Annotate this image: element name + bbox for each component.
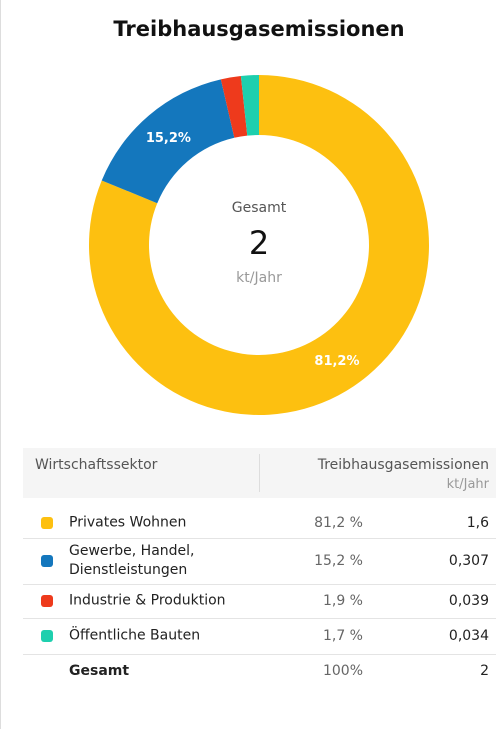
- center-label: Gesamt: [232, 200, 287, 216]
- slice: [220, 75, 248, 138]
- amount: 1,6: [466, 515, 489, 531]
- legend-swatch: [41, 517, 53, 529]
- slice-label: 15,2%: [146, 131, 191, 146]
- sector-name: Öffentliche Bauten: [69, 627, 201, 644]
- slice: [240, 75, 259, 136]
- amount: 0,034: [448, 628, 489, 644]
- table-row: Industrie & Produktion 1,9 % 0,039: [23, 584, 496, 619]
- sector-name: Gewerbe, Handel, Dienstleistungen: [69, 543, 195, 578]
- table-row: Öffentliche Bauten 1,7 % 0,034: [23, 618, 496, 655]
- center-unit: kt/Jahr: [236, 270, 282, 286]
- share: 1,7 %: [322, 628, 363, 644]
- header-emissions: Treibhausgasemissionen: [317, 457, 489, 473]
- chart: Treibhausgasemissionen Gesamt 2 kt/Jahr …: [89, 17, 430, 416]
- amount: 0,039: [448, 593, 489, 609]
- total-label: Gesamt: [69, 663, 130, 679]
- total-row: Gesamt 100% 2: [23, 654, 496, 688]
- slice: [101, 79, 235, 204]
- header-divider: [259, 454, 260, 492]
- legend-swatch: [41, 555, 53, 567]
- share: 81,2 %: [314, 515, 363, 531]
- legend-swatch: [41, 595, 53, 607]
- center-value: 2: [249, 224, 269, 262]
- sector-name: Privates Wohnen: [69, 514, 187, 531]
- table-row: Privates Wohnen 81,2 % 1,6: [23, 508, 496, 539]
- legend-swatch: [41, 630, 53, 642]
- table-row: Gewerbe, Handel, Dienstleistungen 15,2 % 0…: [23, 538, 496, 585]
- amount: 0,307: [448, 553, 489, 569]
- share: 1,9 %: [322, 593, 363, 609]
- header-sector: Wirtschaftssektor: [35, 457, 158, 473]
- total-share: 100%: [322, 663, 363, 679]
- chart-title: Treibhausgasemissionen: [113, 17, 404, 41]
- table-header: Wirtschaftssektor Treibhausgasemissionen…: [23, 448, 496, 498]
- share: 15,2 %: [314, 553, 363, 569]
- slice-label: 81,2%: [314, 354, 359, 369]
- slice: [89, 75, 430, 416]
- header-unit: kt/Jahr: [446, 477, 489, 492]
- sector-name: Industrie & Produktion: [69, 592, 226, 609]
- total-amount: 2: [480, 663, 489, 679]
